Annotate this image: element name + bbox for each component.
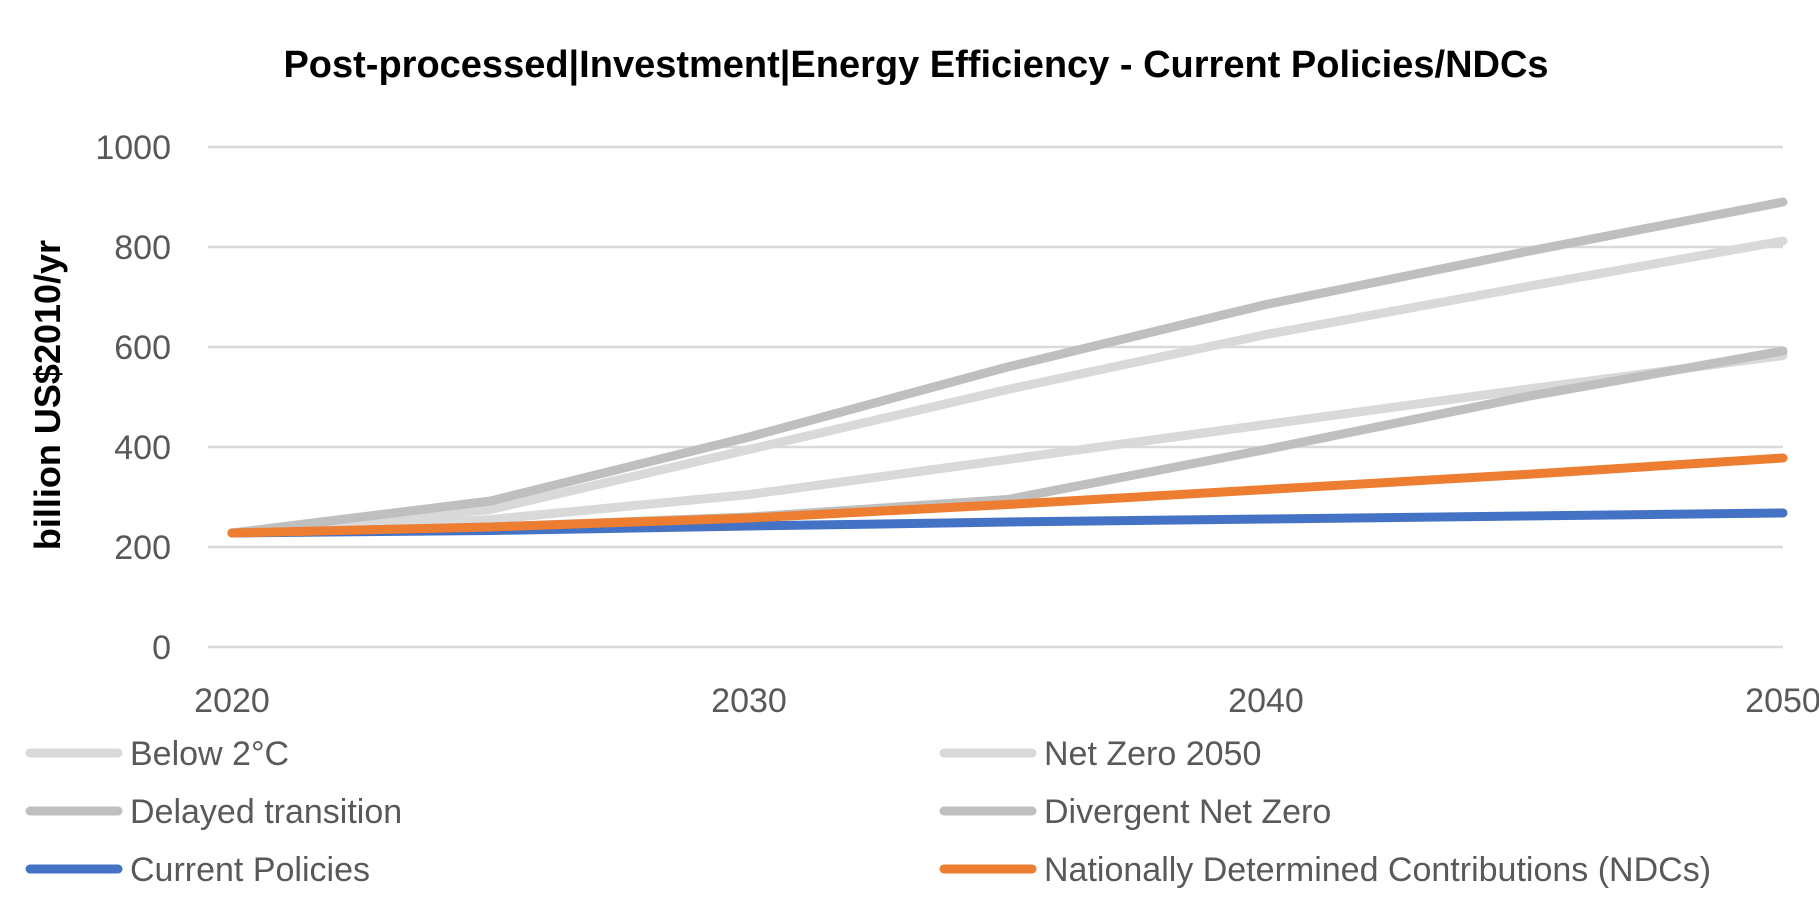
legend-label: Nationally Determined Contributions (NDC…	[1044, 851, 1711, 889]
y-tick-label: 600	[114, 329, 171, 367]
gridlines	[208, 145, 1783, 649]
legend-label: Delayed transition	[130, 793, 402, 831]
legend-label: Current Policies	[130, 851, 370, 889]
y-axis-ticks: 0 200 400 600 800 1000	[95, 129, 171, 667]
y-tick-label: 400	[114, 429, 171, 467]
series-line-divergent-net-zero	[227, 197, 1788, 538]
x-tick-label: 2050	[1745, 682, 1819, 720]
y-tick-label: 800	[114, 229, 171, 267]
legend-item: Delayed transition	[25, 793, 402, 831]
legend-item: Below 2°C	[25, 735, 289, 773]
legend-item: Nationally Determined Contributions (NDC…	[939, 851, 1711, 889]
x-tick-label: 2040	[1228, 682, 1304, 720]
legend-label: Below 2°C	[130, 735, 289, 773]
legend-label: Net Zero 2050	[1044, 735, 1261, 773]
series-line-nationally-determined-contributions-ndcs	[227, 453, 1788, 538]
legend: Below 2°C Net Zero 2050 Delayed transition…	[25, 735, 1711, 889]
chart-title: Post-processed|Investment|Energy Efficie…	[283, 44, 1548, 86]
x-tick-label: 2030	[711, 682, 787, 720]
legend-item: Current Policies	[25, 851, 370, 889]
legend-item: Divergent Net Zero	[939, 793, 1331, 831]
x-axis-ticks: 2020 2030 2040 2050	[194, 682, 1819, 720]
x-tick-label: 2020	[194, 682, 270, 720]
legend-label: Divergent Net Zero	[1044, 793, 1331, 831]
y-tick-label: 0	[152, 629, 171, 667]
series-line-below-2-c	[227, 351, 1788, 538]
y-tick-label: 1000	[95, 129, 171, 167]
y-tick-label: 200	[114, 529, 171, 567]
series-lines	[227, 197, 1788, 538]
legend-item: Net Zero 2050	[939, 735, 1261, 773]
series-line-net-zero-2050	[227, 236, 1788, 538]
y-axis-title: billion US$2010/yr	[27, 240, 68, 550]
